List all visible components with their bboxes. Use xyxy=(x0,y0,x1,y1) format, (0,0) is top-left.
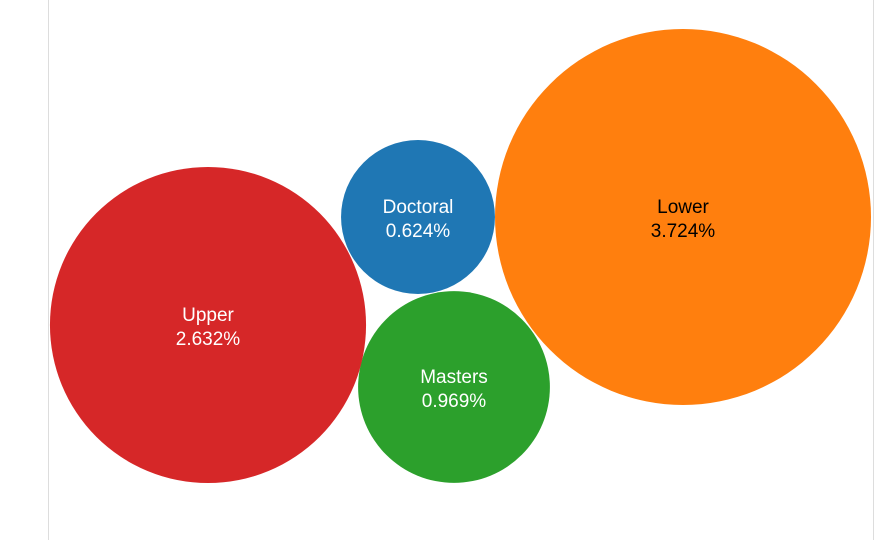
bubble-circle-doctoral[interactable] xyxy=(341,140,495,294)
bubble-name-label-upper: Upper xyxy=(182,305,234,326)
bubble-value-label-upper: 2.632% xyxy=(176,329,241,350)
bubble-masters[interactable]: Masters 0.969% xyxy=(358,291,550,483)
bubble-circle-masters[interactable] xyxy=(358,291,550,483)
bubble-name-label-masters: Masters xyxy=(420,367,488,388)
bubble-name-label-lower: Lower xyxy=(657,197,709,218)
bubble-lower[interactable]: Lower 3.724% xyxy=(495,29,871,405)
bubble-doctoral[interactable]: Doctoral 0.624% xyxy=(341,140,495,294)
bubble-circle-lower[interactable] xyxy=(495,29,871,405)
bubble-name-label-doctoral: Doctoral xyxy=(383,197,454,218)
bubble-value-label-lower: 3.724% xyxy=(651,221,716,242)
chart-frame-left-border xyxy=(48,0,49,540)
bubble-circle-upper[interactable] xyxy=(49,166,367,484)
bubble-value-label-masters: 0.969% xyxy=(422,391,487,412)
bubble-value-label-doctoral: 0.624% xyxy=(386,221,451,242)
bubble-upper[interactable]: Upper 2.632% xyxy=(49,166,367,484)
